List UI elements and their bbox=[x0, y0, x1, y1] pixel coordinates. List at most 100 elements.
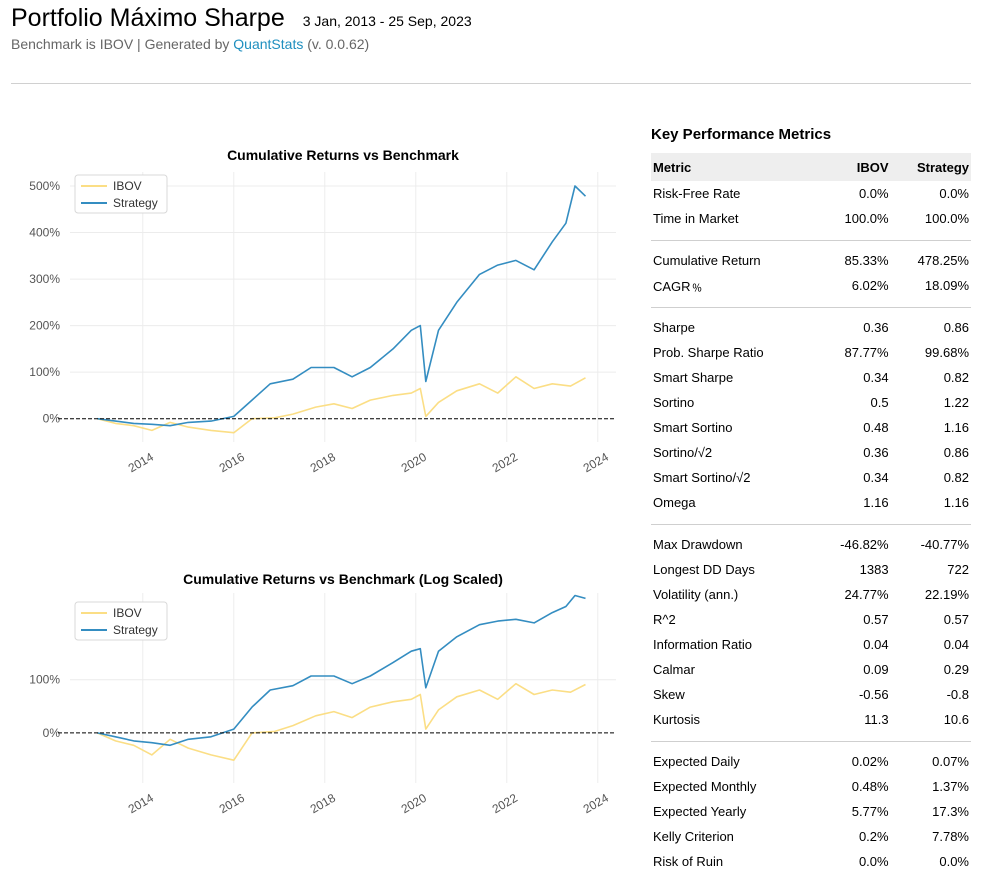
metric-strategy-value: 0.0% bbox=[939, 854, 969, 869]
ibov-line bbox=[97, 376, 586, 434]
metric-ibov-value: 6.02% bbox=[851, 278, 889, 293]
x-tick-label: 2018 bbox=[308, 791, 338, 817]
y-tick-label: 400% bbox=[29, 226, 60, 240]
metrics-row: Smart Sortino/√2 0.34 0.82 bbox=[651, 465, 971, 490]
metric-name: Time in Market bbox=[653, 211, 739, 226]
metric-strategy-value: 0.82 bbox=[943, 370, 969, 385]
metric-name: CAGR﹪ bbox=[653, 279, 704, 294]
x-tick-label: 2014 bbox=[126, 791, 156, 817]
metrics-row: Volatility (ann.) 24.77% 22.19% bbox=[651, 582, 971, 607]
metrics-row: Longest DD Days 1383 722 bbox=[651, 557, 971, 582]
metric-strategy-value: 722 bbox=[947, 562, 969, 577]
metric-name: Sortino bbox=[653, 395, 695, 410]
subtitle-benchmark-text: Benchmark is IBOV | Generated by bbox=[11, 36, 234, 52]
chart-legend: IBOV Strategy bbox=[74, 601, 168, 641]
metric-strategy-value: -0.8 bbox=[946, 687, 969, 702]
y-tick-label: 100% bbox=[29, 673, 60, 687]
metric-name: Longest DD Days bbox=[653, 562, 755, 577]
metric-strategy-value: 17.3% bbox=[932, 804, 969, 819]
metric-strategy-value: 0.82 bbox=[943, 470, 969, 485]
metric-name: Sortino/√2 bbox=[653, 445, 713, 460]
metrics-row: Risk of Ruin 0.0% 0.0% bbox=[651, 849, 971, 874]
metric-name: Risk-Free Rate bbox=[653, 186, 741, 201]
separator-cell bbox=[651, 732, 971, 749]
metrics-col-strategy: Strategy bbox=[916, 159, 969, 175]
y-tick-label: 0% bbox=[43, 726, 61, 740]
quantstats-link[interactable]: QuantStats bbox=[233, 36, 304, 52]
metrics-title: Key Performance Metrics bbox=[651, 126, 832, 143]
metric-ibov-value: 24.77% bbox=[844, 587, 889, 602]
metric-ibov-value: 11.3 bbox=[864, 712, 889, 727]
metric-name: Calmar bbox=[653, 662, 695, 677]
metrics-row: Smart Sortino 0.48 1.16 bbox=[651, 415, 971, 440]
separator-line bbox=[651, 523, 971, 525]
metric-strategy-value: 0.86 bbox=[943, 320, 969, 335]
metric-strategy-value: 0.57 bbox=[943, 612, 969, 627]
key-performance-metrics: Key Performance Metrics Metric IBOV Stra… bbox=[651, 126, 971, 874]
metric-ibov-value: 85.33% bbox=[844, 253, 889, 268]
y-tick-label: 300% bbox=[29, 272, 60, 286]
metric-name: Max Drawdown bbox=[653, 537, 743, 552]
x-tick-label: 2016 bbox=[217, 791, 247, 817]
metric-ibov-value: 0.36 bbox=[863, 445, 889, 460]
metric-strategy-value: 100.0% bbox=[924, 211, 969, 226]
x-tick-label: 2022 bbox=[490, 791, 520, 817]
chart-legend: IBOV Strategy bbox=[74, 174, 168, 214]
metric-strategy-value: 0.0% bbox=[939, 186, 969, 201]
metrics-col-metric: Metric bbox=[653, 159, 692, 175]
header-divider bbox=[11, 83, 971, 84]
metrics-row: Kelly Criterion 0.2% 7.78% bbox=[651, 824, 971, 849]
x-tick-label: 2018 bbox=[308, 450, 338, 476]
metric-ibov-value: -0.56 bbox=[858, 687, 889, 702]
metric-ibov-value: 0.04 bbox=[863, 637, 889, 652]
report-header: Portfolio Máximo Sharpe 3 Jan, 2013 - 25… bbox=[11, 4, 971, 52]
subtitle-version-text: (v. 0.0.62) bbox=[303, 36, 370, 52]
metrics-row: Time in Market 100.0% 100.0% bbox=[651, 206, 971, 231]
metrics-row: Cumulative Return 85.33% 478.25% bbox=[651, 248, 971, 273]
metric-strategy-value: 1.16 bbox=[943, 420, 969, 435]
metric-name: Expected Yearly bbox=[653, 804, 747, 819]
separator-line bbox=[651, 239, 971, 241]
chart-title: Cumulative Returns vs Benchmark bbox=[227, 147, 459, 163]
metric-ibov-value: 1383 bbox=[859, 562, 889, 577]
metric-strategy-value: 0.86 bbox=[943, 445, 969, 460]
metric-name: Expected Monthly bbox=[653, 779, 757, 794]
metric-strategy-value: 0.04 bbox=[943, 637, 969, 652]
metric-ibov-value: 0.36 bbox=[863, 320, 889, 335]
x-tick-label: 2024 bbox=[581, 450, 611, 476]
metric-ibov-value: 1.16 bbox=[863, 495, 889, 510]
metric-name: Cumulative Return bbox=[653, 253, 761, 268]
ibov-legend-label: IBOV bbox=[113, 179, 142, 193]
cumulative-returns-svg: Cumulative Returns vs Benchmark 0% 100% 200… bbox=[29, 147, 616, 476]
metrics-row: Prob. Sharpe Ratio 87.77% 99.68% bbox=[651, 340, 971, 365]
metric-ibov-value: 0.0% bbox=[858, 186, 889, 201]
metrics-group-separator bbox=[651, 732, 971, 749]
cumulative-returns-log-svg: Cumulative Returns vs Benchmark (Log Sca… bbox=[29, 571, 616, 817]
metric-strategy-value: 99.68% bbox=[924, 345, 969, 360]
metric-strategy-value: 7.78% bbox=[932, 829, 969, 844]
metrics-row: Omega 1.16 1.16 bbox=[651, 490, 971, 515]
metrics-row: Risk-Free Rate 0.0% 0.0% bbox=[651, 181, 971, 206]
metric-strategy-value: 18.09% bbox=[924, 278, 969, 293]
metric-name: Smart Sortino bbox=[653, 420, 733, 435]
metric-name: Smart Sortino/√2 bbox=[653, 470, 751, 485]
metric-strategy-value: 478.25% bbox=[917, 253, 969, 268]
metric-ibov-value: -46.82% bbox=[840, 537, 889, 552]
metrics-row: Skew -0.56 -0.8 bbox=[651, 682, 971, 707]
metrics-row: Expected Yearly 5.77% 17.3% bbox=[651, 799, 971, 824]
report-date-range: 3 Jan, 2013 - 25 Sep, 2023 bbox=[302, 13, 472, 29]
cumulative-returns-chart: Cumulative Returns vs Benchmark 0% 100% 200… bbox=[10, 140, 630, 510]
metric-strategy-value: 1.22 bbox=[943, 395, 969, 410]
metric-name: Kelly Criterion bbox=[653, 829, 734, 844]
strategy-line bbox=[97, 185, 587, 427]
y-tick-label: 500% bbox=[29, 179, 60, 193]
metrics-row: Expected Daily 0.02% 0.07% bbox=[651, 749, 971, 774]
separator-cell bbox=[651, 231, 971, 248]
ibov-line bbox=[96, 682, 586, 761]
strategy-line bbox=[97, 594, 586, 747]
metrics-header-row: Metric IBOV Strategy bbox=[651, 153, 971, 181]
x-tick-label: 2020 bbox=[399, 450, 429, 476]
metric-name: Skew bbox=[653, 687, 685, 702]
metrics-row: Smart Sharpe 0.34 0.82 bbox=[651, 365, 971, 390]
metric-ibov-value: 5.77% bbox=[851, 804, 889, 819]
